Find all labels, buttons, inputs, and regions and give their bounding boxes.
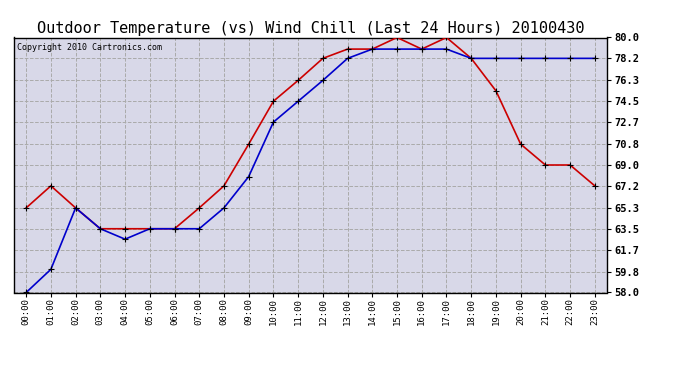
Title: Outdoor Temperature (vs) Wind Chill (Last 24 Hours) 20100430: Outdoor Temperature (vs) Wind Chill (Las…: [37, 21, 584, 36]
Text: Copyright 2010 Cartronics.com: Copyright 2010 Cartronics.com: [17, 43, 161, 52]
